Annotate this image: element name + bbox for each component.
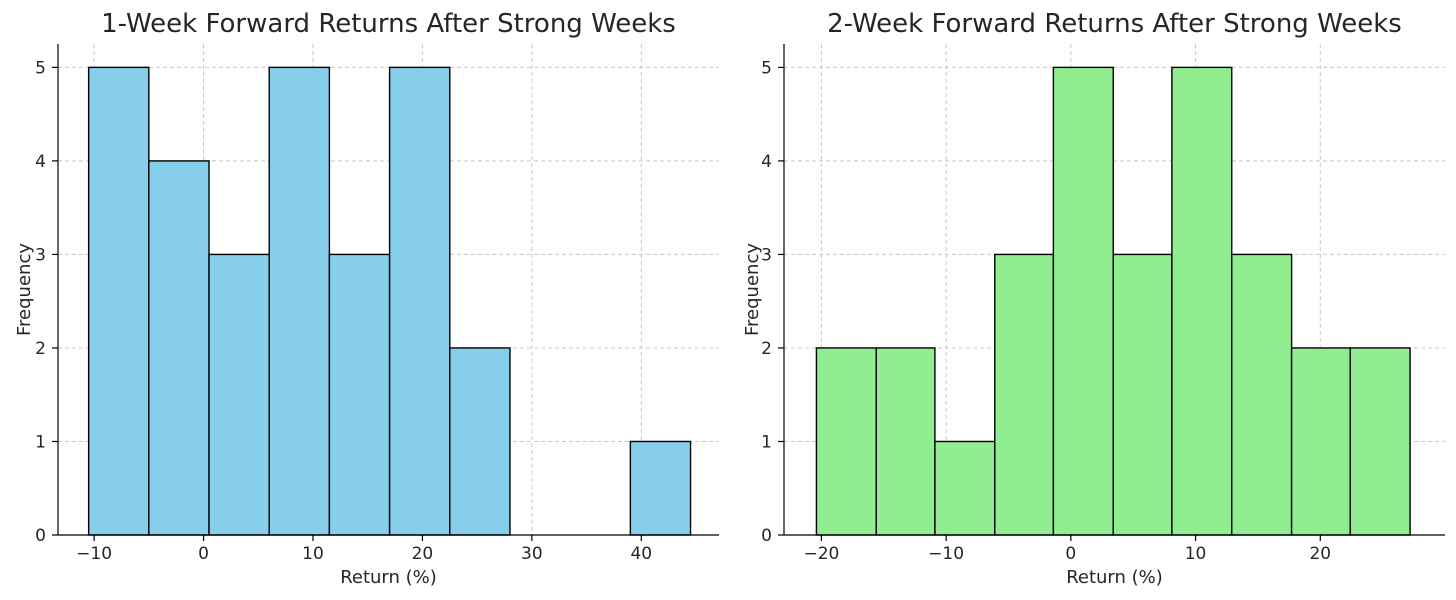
histogram-2week: −20 −10 0 10 20 0 1 2 3 4 5 2-Week Forward Returns …	[742, 9, 1445, 588]
y-tick-label: 2	[761, 339, 772, 359]
y-tick-label: 3	[761, 245, 772, 265]
y-axis-label: Frequency	[14, 243, 35, 336]
x-axis-label: Return (%)	[340, 567, 437, 588]
histogram-bar	[449, 347, 511, 536]
x-tick-label: 20	[412, 544, 434, 564]
histogram-bar	[1112, 253, 1173, 536]
histogram-bar	[1290, 347, 1351, 536]
histogram-bar	[875, 347, 936, 536]
x-tick-label: 30	[521, 544, 543, 564]
y-axis-label: Frequency	[742, 243, 763, 336]
y-tick-label: 5	[761, 58, 772, 78]
x-tick-label: 20	[1309, 544, 1331, 564]
histogram-1week: −10 0 10 20 30 40 0 1 2 3 4 5 1-Week Forward Returns…	[14, 9, 719, 588]
x-tick-label: 0	[1065, 544, 1076, 564]
histogram-bar	[208, 253, 270, 536]
y-tick-label: 1	[35, 432, 46, 452]
chart-panel-1week: −10 0 10 20 30 40 0 1 2 3 4 5 1-Week Forward Returns…	[14, 9, 719, 588]
histogram-bar	[148, 160, 210, 536]
y-tick-label: 4	[761, 152, 772, 172]
chart-panel-2week: −20 −10 0 10 20 0 1 2 3 4 5 2-Week Forward Returns …	[728, 0, 1456, 600]
chart-title: 1-Week Forward Returns After Strong Week…	[101, 9, 676, 39]
histogram-bar	[328, 253, 391, 536]
y-tick-label: 5	[35, 58, 46, 78]
chart-title: 2-Week Forward Returns After Strong Week…	[827, 9, 1402, 39]
histogram-bar	[268, 66, 331, 536]
x-tick-label: −10	[928, 544, 964, 564]
histogram-bar	[1052, 66, 1114, 536]
histogram-bar	[994, 253, 1055, 536]
histogram-bar	[1349, 347, 1411, 536]
x-tick-label: −20	[803, 544, 839, 564]
histogram-bar	[388, 66, 451, 536]
y-tick-label: 0	[35, 526, 46, 546]
y-tick-label: 2	[35, 339, 46, 359]
y-tick-label: 0	[761, 526, 772, 546]
x-tick-label: 40	[630, 544, 652, 564]
histogram-bar	[1171, 66, 1233, 536]
x-tick-label: −10	[76, 544, 112, 564]
x-tick-label: 0	[198, 544, 209, 564]
x-tick-label: 10	[1185, 544, 1207, 564]
y-tick-label: 3	[35, 245, 46, 265]
histogram-bar	[815, 347, 877, 536]
histogram-bar	[87, 66, 150, 536]
histogram-bar	[934, 440, 996, 536]
histogram-bar	[629, 440, 692, 536]
y-tick-label: 4	[35, 152, 46, 172]
y-tick-label: 1	[761, 432, 772, 452]
histogram-bar	[1231, 253, 1293, 536]
x-axis-label: Return (%)	[1066, 567, 1163, 588]
x-tick-label: 10	[302, 544, 324, 564]
